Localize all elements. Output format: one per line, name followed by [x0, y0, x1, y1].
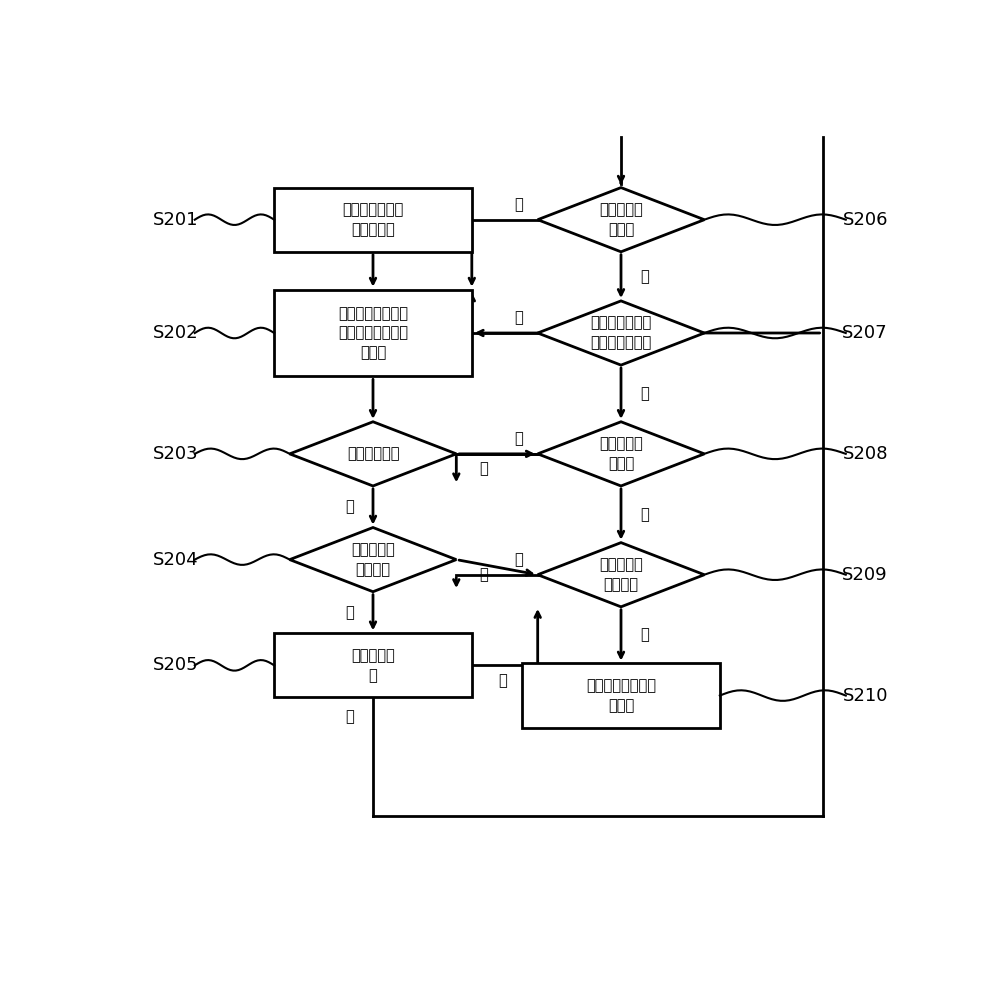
- Text: 市县编码是
否合法: 市县编码是 否合法: [599, 202, 643, 237]
- Polygon shape: [538, 187, 704, 252]
- Bar: [274, 634, 472, 697]
- Text: S203: S203: [153, 444, 198, 463]
- Text: 合法数据存入数据
服务器: 合法数据存入数据 服务器: [586, 678, 656, 713]
- Text: S201: S201: [153, 211, 198, 229]
- Text: S202: S202: [153, 324, 198, 342]
- Bar: [522, 663, 720, 728]
- Text: S207: S207: [842, 324, 888, 342]
- Text: S205: S205: [153, 656, 198, 674]
- Text: 表号资产号
是否为空: 表号资产号 是否为空: [599, 557, 643, 593]
- Text: 否: 否: [514, 552, 523, 567]
- Polygon shape: [538, 422, 704, 486]
- Text: 否: 否: [479, 567, 488, 582]
- Text: 否: 否: [479, 461, 488, 477]
- Text: 是: 是: [345, 709, 354, 724]
- Bar: [274, 289, 472, 377]
- Text: 否: 否: [514, 197, 523, 212]
- Text: 按照已抄本循环调
用营销系统服务器
的接口: 按照已抄本循环调 用营销系统服务器 的接口: [338, 306, 408, 360]
- Text: 是: 是: [640, 628, 649, 643]
- Text: 用户编号是
否为空: 用户编号是 否为空: [599, 437, 643, 471]
- Polygon shape: [538, 542, 704, 607]
- Text: 输入抄表日期、
获取已抄本: 输入抄表日期、 获取已抄本: [342, 202, 404, 237]
- Text: S210: S210: [842, 687, 888, 704]
- Bar: [274, 187, 472, 252]
- Polygon shape: [290, 528, 456, 592]
- Text: 是: 是: [640, 386, 649, 401]
- Text: 是: 是: [345, 499, 354, 514]
- Text: 是否换表数据: 是否换表数据: [347, 446, 399, 461]
- Text: 是: 是: [640, 507, 649, 522]
- Polygon shape: [538, 301, 704, 365]
- Text: 否: 否: [514, 432, 523, 446]
- Polygon shape: [290, 422, 456, 486]
- Text: S208: S208: [842, 444, 888, 463]
- Text: 否: 否: [514, 310, 523, 326]
- Text: 非零指数数
据: 非零指数数 据: [351, 648, 395, 683]
- Text: 是: 是: [345, 605, 354, 620]
- Text: 是否其他抄
表日数据: 是否其他抄 表日数据: [351, 542, 395, 577]
- Text: S204: S204: [153, 550, 198, 569]
- Text: S206: S206: [842, 211, 888, 229]
- Text: 是: 是: [640, 269, 649, 284]
- Text: S209: S209: [842, 566, 888, 584]
- Text: 否: 否: [498, 673, 507, 688]
- Text: 抄表本号、抄表
员信息是否合法: 抄表本号、抄表 员信息是否合法: [590, 316, 652, 350]
